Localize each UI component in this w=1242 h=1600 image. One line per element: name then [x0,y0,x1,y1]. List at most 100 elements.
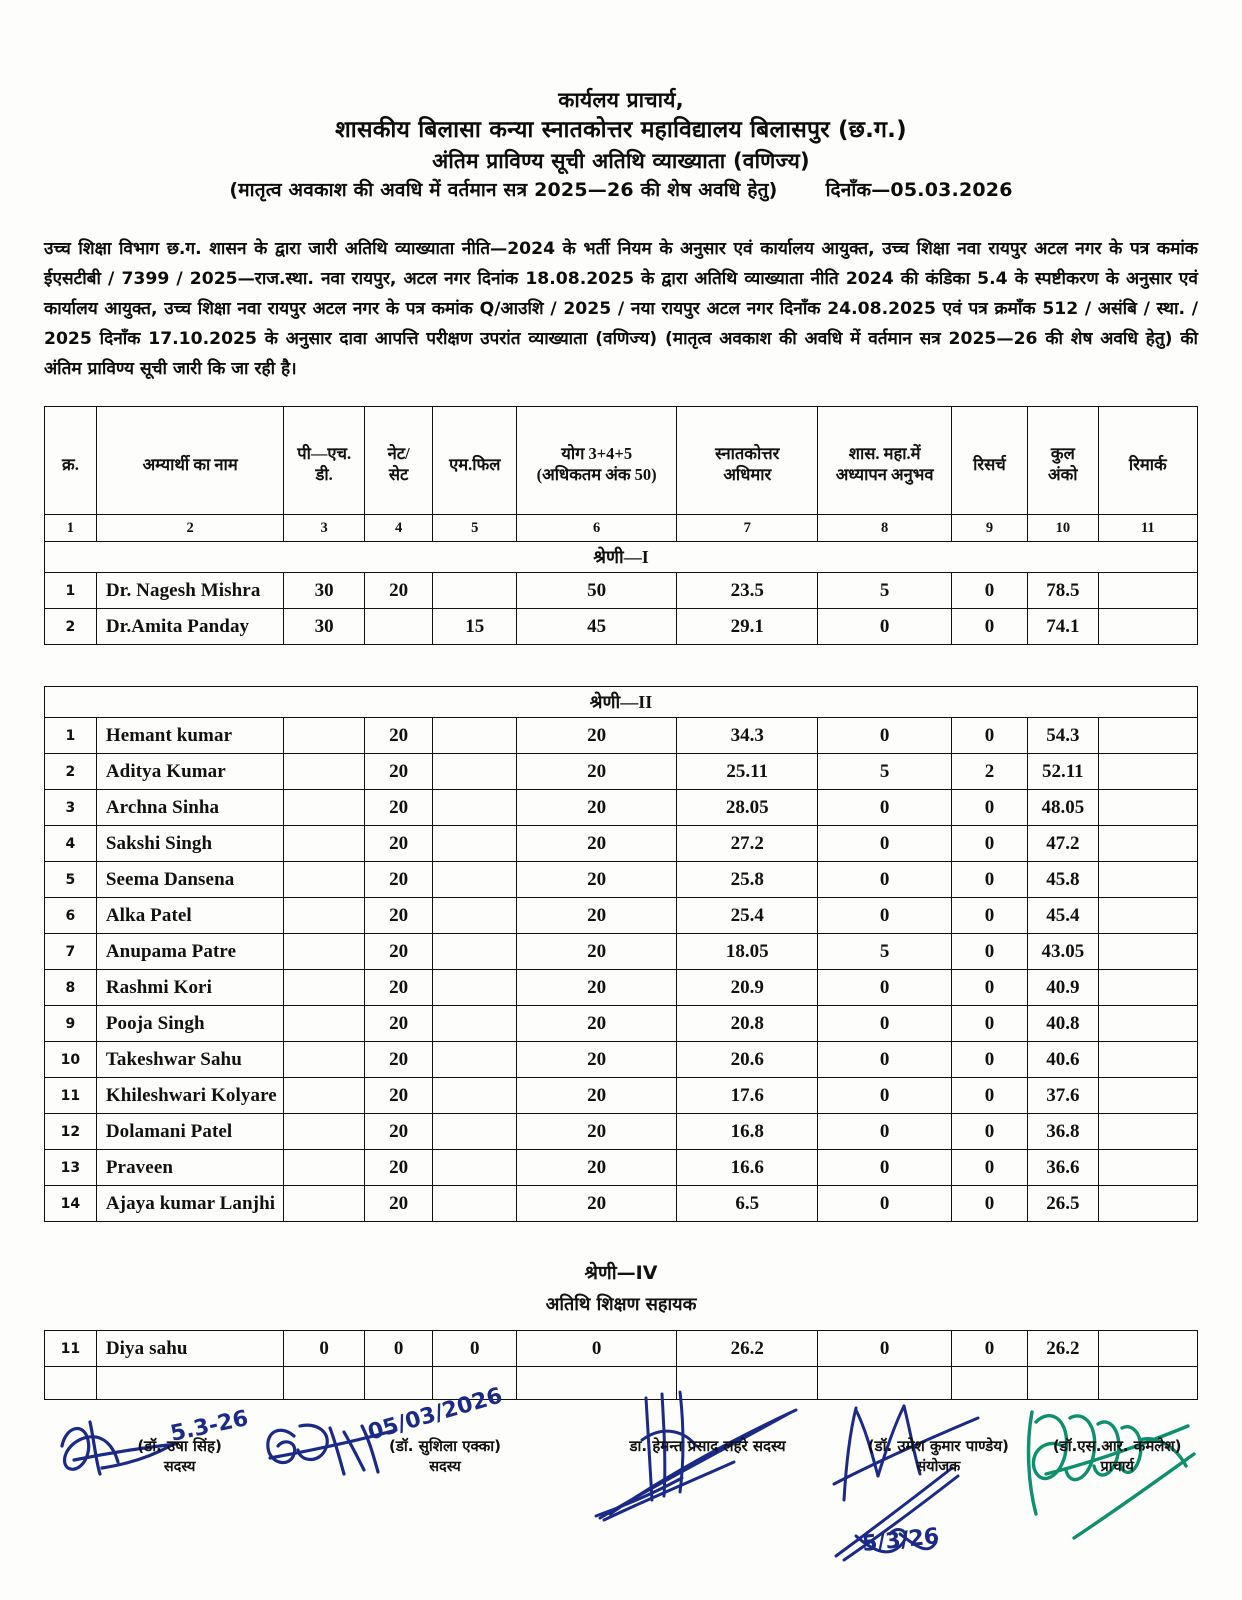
column-header-9: रिसर्च [950,406,1029,515]
cell-total345: 20 [516,1149,678,1186]
category-4-table-container: 11 Diya sahu 0 0 0 0 26.2 0 0 26.2 [44,1330,1199,1400]
table-row: 1 Dr. Nagesh Mishra 30 20 50 23.5 5 0 78.5 [44,572,1199,609]
column-header-line: रिसर्च [973,454,1006,474]
cell-teaching_exp: 5 [817,753,952,790]
cell-remark [1097,1041,1199,1078]
cell-pg_adhimar: 18.05 [676,933,819,970]
cell-net_set: 20 [363,861,434,898]
cell-serial: 1 [44,717,97,754]
cell-total345: 20 [516,861,678,898]
column-header-line: स्नातकोत्तर [715,444,780,463]
cell-candidate-name: Pooja Singh [95,1005,285,1042]
cell-serial: 11 [44,1077,97,1114]
cell-pg_adhimar: 34.3 [676,717,819,754]
subtitle-text: (मातृत्व अवकाश की अवधि में वर्तमान सत्र … [229,179,778,201]
handwritten-date-3: 5/3/26 [860,1524,941,1557]
cell-mphil: 15 [432,608,518,645]
column-number-6: 6 [516,514,678,542]
column-number-10: 10 [1027,514,1099,542]
cell-pg_adhimar: 27.2 [676,825,819,862]
cell-mphil [432,1149,518,1186]
cell-candidate-name: Sakshi Singh [95,825,285,862]
cell-phd [283,717,365,754]
column-header-1: क्र. [44,406,97,515]
cell-total345: 50 [516,572,678,609]
cell-remark [1097,897,1199,934]
category-4-headings: श्रेणी—IV अतिथि शिक्षण सहायक [44,1258,1198,1322]
cell-phd [283,753,365,790]
cell-mphil [432,789,518,826]
cell-total345: 20 [516,1185,678,1222]
cell-candidate-name: Ajaya kumar Lanjhi [95,1185,285,1222]
signatory-role-2: सदस्य [429,1459,461,1475]
cell-remark [1097,753,1199,790]
college-name: शासकीय बिलासा कन्या स्नातकोत्तर महाविद्य… [335,117,907,143]
list-title: अंतिम प्राविण्य सूची अतिथि व्याख्याता (व… [432,149,810,173]
cell-teaching_exp: 0 [817,1077,952,1114]
subtitle-row: (मातृत्व अवकाश की अवधि में वर्तमान सत्र … [0,176,1242,204]
cell-grand_total: 40.9 [1027,969,1099,1006]
table-section-gap [45,645,1198,687]
cell-total345: 20 [516,789,678,826]
cell-pg_adhimar: 20.9 [676,969,819,1006]
cell-phd [283,897,365,934]
table-row: 3 Archna Sinha 20 20 28.05 0 0 48.05 [44,789,1199,826]
cell-phd [283,933,365,970]
cell-net_set: 20 [363,789,434,826]
table-row: 10 Takeshwar Sahu 20 20 20.6 0 0 40.6 [44,1041,1199,1078]
cell-research: 0 [950,825,1029,862]
cell-pg_adhimar: 23.5 [676,572,819,609]
cell-total345: 20 [516,897,678,934]
cell-research: 0 [950,1149,1029,1186]
cell-serial: 8 [44,969,97,1006]
cell-pg_adhimar: 28.05 [676,789,819,826]
cell-candidate-name: Alka Patel [95,897,285,934]
cell-net_set: 20 [363,1113,434,1150]
cell-teaching_exp: 0 [817,1185,952,1222]
cell-teaching_exp: 0 [817,1005,952,1042]
cell-net_set: 20 [363,825,434,862]
cell-blank [363,1366,434,1400]
cell-candidate-name: Aditya Kumar [95,753,285,790]
table-row: 11 Diya sahu 0 0 0 0 26.2 0 0 26.2 [44,1330,1199,1367]
cell-remark [1097,789,1199,826]
cell-research: 2 [950,753,1029,790]
column-number-2: 2 [95,514,285,542]
cell-mphil: 0 [432,1330,518,1367]
cell-mphil [432,933,518,970]
signatory-name-2: (डॉ. सुशिला एक्का) [389,1437,501,1455]
signature-block-1: (डॉ. उषा सिंह) सदस्य [44,1436,315,1477]
column-header-3: पी—एच. डी. [283,406,365,515]
column-header-line: रिमार्क [1128,454,1167,474]
table-row: 2 Aditya Kumar 20 20 25.11 5 2 52.11 [44,753,1199,790]
signatory-name-5: (डॉ.एस.आर. कमलेश) [1052,1437,1182,1455]
table-row: 6 Alka Patel 20 20 25.4 0 0 45.4 [44,897,1199,934]
column-header-line: (अधिकतम अंक 50) [536,465,657,484]
cell-blank [432,1366,518,1400]
cell-serial: 7 [44,933,97,970]
column-number-1: 1 [44,514,97,542]
column-header-4: नेट/सेट [363,406,434,515]
cell-pg_adhimar: 25.8 [676,861,819,898]
column-header-line: नेट/ [387,444,410,463]
document-date: दिनॉंक—05.03.2026 [825,179,1013,201]
category-2-banner: श्रेणी—II [44,686,1198,718]
cell-grand_total: 43.05 [1027,933,1099,970]
cell-grand_total: 26.2 [1027,1330,1099,1367]
cell-phd [283,969,365,1006]
cell-mphil [432,861,518,898]
cell-blank [676,1366,819,1400]
signatory-name-4: (डॉ. उमेश कुमार पाण्डेय) [867,1437,1009,1455]
column-number-3: 3 [283,514,365,542]
cell-net_set: 20 [363,969,434,1006]
cell-mphil [432,1041,518,1078]
column-header-line: अधिमार [723,465,772,484]
column-header-line: कुल [1050,444,1075,463]
column-header-5: एम.फिल [432,406,518,515]
cell-grand_total: 52.11 [1027,753,1099,790]
column-header-line: क्र. [62,454,79,474]
cell-total345: 20 [516,1113,678,1150]
cell-remark [1097,825,1199,862]
merit-table-container: क्र. अम्यार्थी का नाम पी—एच. डी. नेट/सेट एम.फ… [44,406,1199,1222]
table-row: 7 Anupama Patre 20 20 18.05 5 0 43.05 [44,933,1199,970]
